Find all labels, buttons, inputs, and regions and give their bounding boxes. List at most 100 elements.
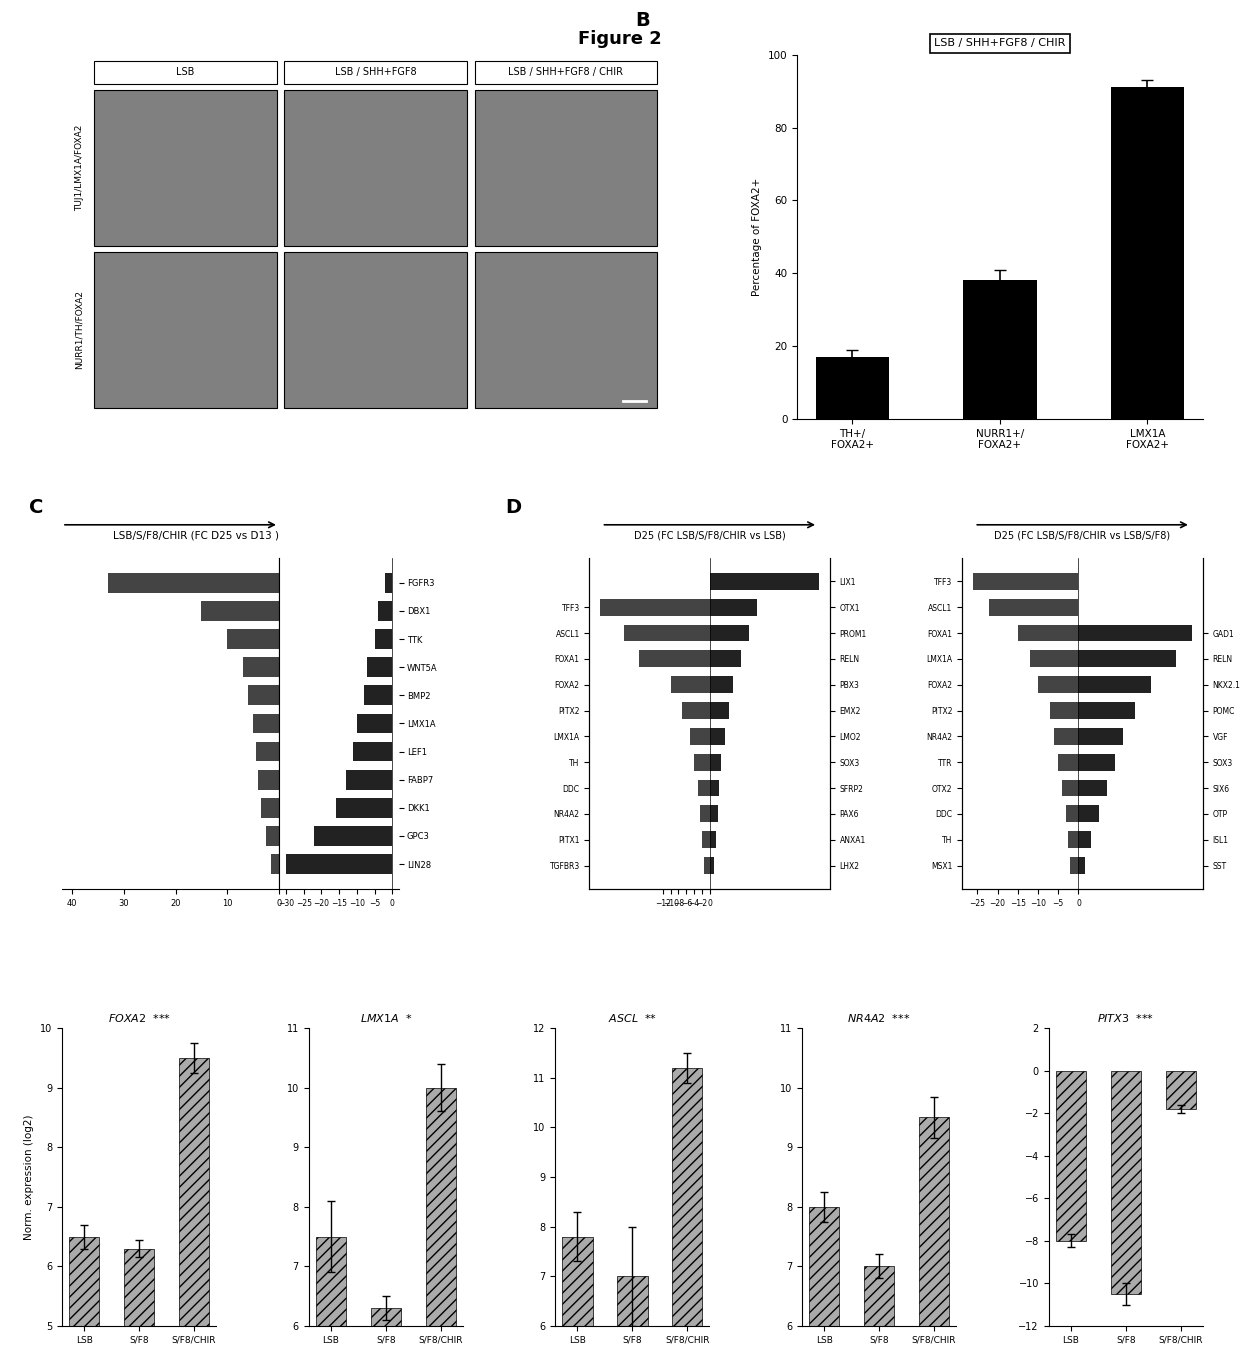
Bar	[1079, 729, 1123, 745]
Bar	[227, 629, 279, 649]
Bar	[124, 1248, 154, 1367]
Bar	[94, 62, 277, 83]
Bar	[255, 742, 279, 761]
Bar	[1050, 703, 1079, 719]
Bar	[1079, 625, 1192, 641]
Bar	[1055, 1070, 1086, 1241]
Bar	[709, 831, 715, 848]
Title: $\it{NR4A2}$  ***: $\it{NR4A2}$ ***	[847, 1013, 910, 1024]
Bar	[260, 798, 279, 817]
Y-axis label: Norm. expression (log2): Norm. expression (log2)	[25, 1114, 35, 1240]
Bar	[374, 629, 392, 649]
Bar	[709, 573, 820, 589]
Bar	[357, 714, 392, 733]
Bar	[709, 703, 729, 719]
Bar	[248, 685, 279, 705]
Bar	[1030, 651, 1079, 667]
Bar	[1069, 831, 1079, 848]
Title: $\it{LMX1A}$  *: $\it{LMX1A}$ *	[360, 1013, 412, 1024]
Title: LSB / SHH+FGF8 / CHIR: LSB / SHH+FGF8 / CHIR	[934, 38, 1065, 48]
Bar	[919, 1117, 949, 1367]
Bar	[1166, 1070, 1195, 1109]
Bar	[709, 857, 714, 874]
Bar	[709, 805, 718, 823]
Bar	[286, 854, 392, 874]
Bar	[179, 1058, 210, 1367]
Bar	[363, 685, 392, 705]
Bar	[265, 826, 279, 846]
Bar	[1066, 805, 1079, 823]
Bar	[990, 599, 1079, 615]
Title: D25 (FC LSB/S/F8/CHIR vs LSB/S/F8): D25 (FC LSB/S/F8/CHIR vs LSB/S/F8)	[994, 530, 1171, 540]
Bar	[201, 601, 279, 621]
Text: LSB / SHH+FGF8: LSB / SHH+FGF8	[335, 67, 417, 78]
Bar	[475, 90, 657, 246]
Bar	[94, 90, 277, 246]
Bar	[1079, 805, 1099, 823]
Bar	[963, 280, 1037, 418]
Bar	[709, 729, 725, 745]
Bar	[709, 779, 719, 797]
Bar	[378, 601, 392, 621]
Bar	[702, 831, 709, 848]
Bar	[386, 573, 392, 593]
Bar	[367, 658, 392, 677]
Bar	[1079, 779, 1107, 797]
Text: LSB: LSB	[176, 67, 195, 78]
Bar	[346, 770, 392, 790]
Bar	[253, 714, 279, 733]
Title: $\it{FOXA2}$  ***: $\it{FOXA2}$ ***	[108, 1013, 171, 1024]
Text: Figure 2: Figure 2	[578, 30, 662, 48]
Bar	[1063, 779, 1079, 797]
Bar	[1079, 677, 1152, 693]
Bar	[1079, 651, 1176, 667]
Bar	[243, 658, 279, 677]
Bar	[562, 1237, 593, 1367]
Bar	[425, 1088, 456, 1367]
Bar	[699, 805, 709, 823]
Text: D: D	[505, 499, 521, 517]
Bar	[284, 62, 467, 83]
Bar	[1079, 857, 1085, 874]
Bar	[709, 651, 742, 667]
Bar	[94, 252, 277, 407]
Bar	[1079, 831, 1091, 848]
Bar	[316, 1237, 346, 1367]
Bar	[284, 252, 467, 407]
Bar	[671, 677, 709, 693]
Bar	[1018, 625, 1079, 641]
Bar	[1111, 1070, 1141, 1295]
Bar	[973, 573, 1079, 589]
Bar	[69, 1237, 99, 1367]
Bar	[336, 798, 392, 817]
Bar	[475, 252, 657, 407]
Bar	[816, 357, 889, 418]
Title: D25 (FC LSB/S/F8/CHIR vs LSB): D25 (FC LSB/S/F8/CHIR vs LSB)	[634, 530, 786, 540]
Bar	[624, 625, 709, 641]
Bar	[1079, 753, 1115, 771]
Bar	[600, 599, 709, 615]
Y-axis label: Percentage of FOXA2+: Percentage of FOXA2+	[753, 178, 763, 295]
Bar	[682, 703, 709, 719]
Bar	[640, 651, 709, 667]
Bar	[1070, 857, 1079, 874]
Bar	[1111, 87, 1184, 418]
Bar	[704, 857, 709, 874]
Bar	[709, 599, 756, 615]
Bar	[1058, 753, 1079, 771]
Bar	[698, 779, 709, 797]
Bar	[371, 1308, 401, 1367]
Bar	[709, 753, 722, 771]
Bar	[314, 826, 392, 846]
Bar	[258, 770, 279, 790]
Bar	[672, 1068, 703, 1367]
Text: B: B	[635, 11, 650, 30]
Bar	[618, 1277, 647, 1367]
Bar	[709, 625, 749, 641]
Bar	[475, 62, 657, 83]
Bar	[272, 854, 279, 874]
Bar	[1038, 677, 1079, 693]
Text: LSB/S/F8/CHIR (FC D25 vs D13 ): LSB/S/F8/CHIR (FC D25 vs D13 )	[113, 530, 279, 540]
Bar	[1054, 729, 1079, 745]
Text: LSB / SHH+FGF8 / CHIR: LSB / SHH+FGF8 / CHIR	[508, 67, 624, 78]
